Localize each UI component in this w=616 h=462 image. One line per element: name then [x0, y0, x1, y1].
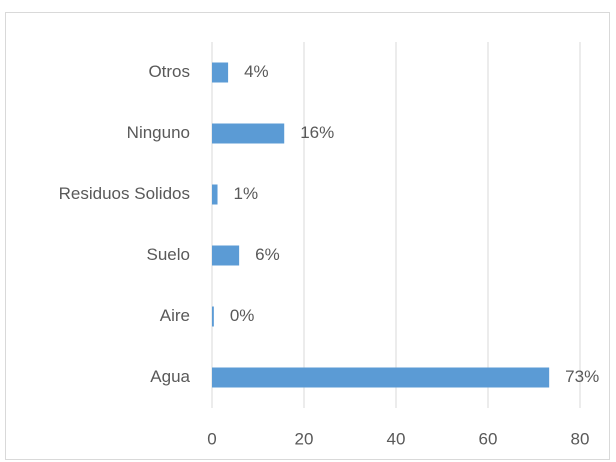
chart-frame — [5, 12, 610, 460]
bar — [212, 123, 285, 144]
data-label: 73% — [565, 367, 599, 386]
x-tick-label: 0 — [207, 429, 216, 448]
bar — [212, 367, 550, 388]
y-tick-label: Aire — [160, 306, 190, 325]
data-label: 1% — [234, 184, 259, 203]
y-tick-label: Residuos Solidos — [59, 184, 190, 203]
bar — [212, 245, 240, 266]
x-tick-label: 20 — [295, 429, 314, 448]
y-tick-label: Otros — [148, 62, 190, 81]
x-tick-label: 60 — [479, 429, 498, 448]
y-tick-label: Ninguno — [127, 123, 190, 142]
data-label: 6% — [255, 245, 280, 264]
x-tick-label: 40 — [387, 429, 406, 448]
bar — [212, 306, 214, 327]
data-label: 16% — [300, 123, 334, 142]
y-tick-label: Suelo — [147, 245, 190, 264]
y-tick-label: Agua — [150, 367, 190, 386]
x-tick-label: 80 — [571, 429, 590, 448]
bar — [212, 62, 229, 83]
data-label: 0% — [230, 306, 255, 325]
data-label: 4% — [244, 62, 269, 81]
bar — [212, 184, 218, 205]
